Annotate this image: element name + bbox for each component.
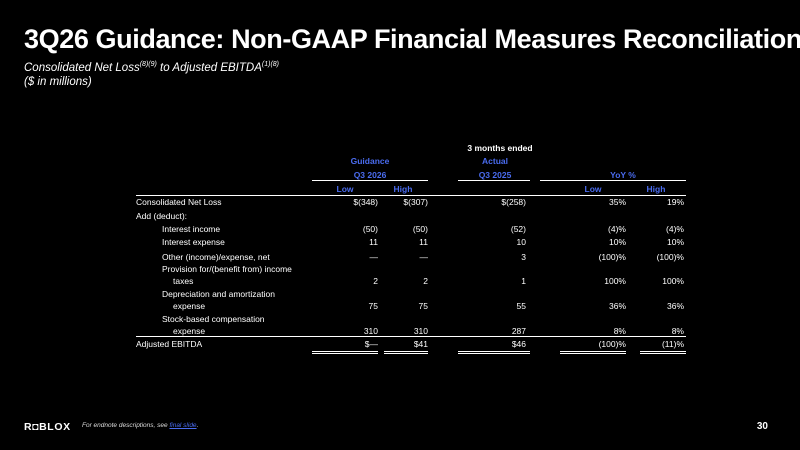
subtitle-sup1: (8)(9) xyxy=(139,61,157,69)
yoy-high-value: (4)% xyxy=(666,224,684,234)
row-label: Depreciation and amortization xyxy=(162,289,275,299)
yoy-low-value: (100)% xyxy=(598,252,626,262)
guidance-period: Q3 2026 xyxy=(353,170,387,180)
yoy-low-value: 36% xyxy=(608,301,626,311)
low-value: (50) xyxy=(362,224,378,234)
actual-value: $46 xyxy=(511,339,526,349)
guidance-low-header: Low xyxy=(336,184,354,194)
subtitle-part2: to Adjusted EBITDA xyxy=(156,62,262,74)
actual-value: (52) xyxy=(510,224,526,234)
actual-value: $(258) xyxy=(501,197,526,207)
subtitle-sup2: (1)(8) xyxy=(261,61,280,69)
page-subtitle: Consolidated Net Loss(8)(9) to Adjusted … xyxy=(24,61,279,89)
low-value: $— xyxy=(364,339,378,349)
yoy-low-value: 35% xyxy=(608,197,626,207)
yoy-high-value: 100% xyxy=(662,276,684,286)
row-label-continuation: expense xyxy=(173,301,206,311)
period-header: 3 months ended xyxy=(467,143,533,153)
table-rule xyxy=(312,351,378,352)
actual-value: 1 xyxy=(521,276,526,286)
actual-value: 10 xyxy=(516,237,526,247)
actual-period: Q3 2025 xyxy=(478,170,512,180)
row-label: Interest income xyxy=(162,224,221,234)
actual-value: 287 xyxy=(511,326,526,336)
page-number: 30 xyxy=(756,421,768,432)
row-label: Provision for/(benefit from) income xyxy=(162,264,292,274)
low-value: $(348) xyxy=(353,197,378,207)
high-value: — xyxy=(419,252,429,262)
row-label-continuation: taxes xyxy=(173,276,194,286)
header-rule xyxy=(136,195,686,196)
row-label: Consolidated Net Loss xyxy=(136,197,222,207)
roblox-logo: R◘BLOX xyxy=(24,421,71,433)
guidance-high-header: High xyxy=(393,184,413,194)
yoy-low-value: (100)% xyxy=(598,339,626,349)
actual-header: Actual xyxy=(482,156,508,166)
row-label: Other (income)/expense, net xyxy=(162,252,270,262)
yoy-low-header: Low xyxy=(584,184,602,194)
row-label: Interest expense xyxy=(162,237,225,247)
final-slide-link[interactable]: final slide xyxy=(169,422,197,429)
table-rule xyxy=(458,351,530,352)
actual-value: 3 xyxy=(521,252,526,262)
table-rule xyxy=(560,353,626,354)
yoy-low-value: 10% xyxy=(608,237,626,247)
high-value: 11 xyxy=(419,237,428,247)
high-value: (50) xyxy=(412,224,428,234)
table-rule xyxy=(384,351,428,352)
footer-note: For endnote descriptions, see final slid… xyxy=(82,422,198,429)
row-label: Add (deduct): xyxy=(136,211,188,221)
subtitle-units: ($ in millions) xyxy=(24,76,92,88)
low-value: 2 xyxy=(373,276,378,286)
subtitle-part1: Consolidated Net Loss xyxy=(24,62,140,74)
yoy-high-value: 19% xyxy=(666,197,684,207)
low-value: 310 xyxy=(363,326,378,336)
table-rule xyxy=(458,353,530,354)
yoy-low-value: (4)% xyxy=(608,224,626,234)
yoy-high-value: (11)% xyxy=(661,339,684,349)
table-rule xyxy=(384,353,428,354)
low-value: — xyxy=(369,252,379,262)
row-label: Stock-based compensation xyxy=(162,314,265,324)
table-rule xyxy=(312,353,378,354)
low-value: 75 xyxy=(368,301,378,311)
row-label: Adjusted EBITDA xyxy=(136,339,203,349)
table-rule xyxy=(640,353,686,354)
yoy-header: YoY % xyxy=(610,170,636,180)
footer-note-prefix: For endnote descriptions, see xyxy=(82,422,170,429)
yoy-high-value: 8% xyxy=(671,326,684,336)
page-title: 3Q26 Guidance: Non-GAAP Financial Measur… xyxy=(24,24,800,54)
table-rule xyxy=(136,336,686,337)
actual-value: 55 xyxy=(516,301,526,311)
high-value: 75 xyxy=(418,301,428,311)
low-value: 11 xyxy=(369,237,378,247)
yoy-high-value: (100)% xyxy=(656,252,684,262)
yoy-high-value: 36% xyxy=(666,301,684,311)
yoy-low-value: 100% xyxy=(604,276,626,286)
guidance-header: Guidance xyxy=(350,156,390,166)
high-value: $41 xyxy=(413,339,428,349)
table-rule xyxy=(560,351,626,352)
high-value: 310 xyxy=(413,326,428,336)
yoy-high-header: High xyxy=(646,184,666,194)
actual-rule xyxy=(458,180,530,181)
row-label-continuation: expense xyxy=(173,326,206,336)
table-rule xyxy=(640,351,686,352)
footer-note-suffix: . xyxy=(196,422,199,429)
guidance-rule xyxy=(312,180,428,181)
yoy-rule xyxy=(540,180,686,181)
yoy-high-value: 10% xyxy=(666,237,684,247)
yoy-low-value: 8% xyxy=(613,326,626,336)
high-value: 2 xyxy=(423,276,428,286)
high-value: $(307) xyxy=(403,197,428,207)
